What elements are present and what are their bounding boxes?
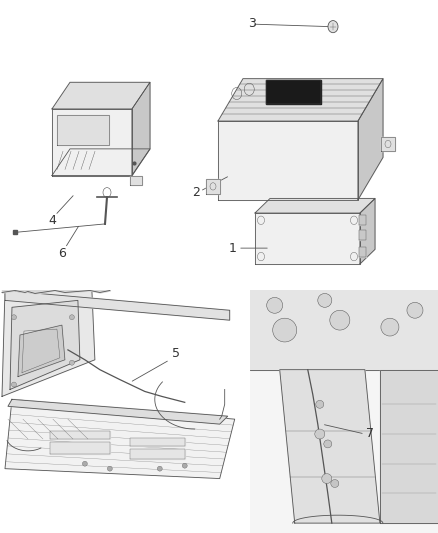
Text: 6: 6 (58, 247, 66, 260)
Text: 1: 1 (229, 242, 237, 255)
Circle shape (69, 314, 74, 320)
Polygon shape (18, 325, 65, 377)
Circle shape (182, 463, 187, 468)
Polygon shape (130, 438, 185, 446)
Circle shape (11, 382, 17, 387)
Polygon shape (52, 149, 150, 175)
Polygon shape (206, 179, 220, 193)
Polygon shape (250, 290, 438, 533)
Circle shape (273, 318, 297, 342)
Circle shape (157, 466, 162, 471)
Circle shape (381, 318, 399, 336)
Text: 3: 3 (248, 17, 256, 30)
Polygon shape (255, 198, 375, 213)
Polygon shape (57, 115, 109, 145)
Polygon shape (2, 290, 95, 397)
Polygon shape (50, 442, 110, 454)
Text: 5: 5 (172, 347, 180, 360)
Circle shape (316, 400, 324, 408)
Polygon shape (5, 399, 235, 479)
Polygon shape (5, 290, 230, 320)
Polygon shape (8, 399, 228, 424)
Polygon shape (359, 230, 366, 240)
Polygon shape (380, 370, 438, 523)
Polygon shape (52, 82, 150, 109)
Circle shape (267, 297, 283, 313)
Polygon shape (52, 109, 132, 175)
Polygon shape (50, 431, 110, 439)
Circle shape (331, 480, 339, 488)
Polygon shape (250, 290, 438, 370)
Polygon shape (359, 247, 366, 256)
Polygon shape (360, 198, 375, 264)
Circle shape (315, 429, 325, 439)
Polygon shape (265, 80, 321, 104)
Polygon shape (359, 215, 366, 225)
Text: 2: 2 (192, 186, 200, 199)
Text: 7: 7 (366, 427, 374, 440)
Polygon shape (218, 79, 383, 121)
Circle shape (107, 466, 112, 471)
Circle shape (324, 440, 332, 448)
Circle shape (328, 21, 338, 33)
Polygon shape (130, 449, 185, 459)
Circle shape (69, 360, 74, 365)
Circle shape (330, 310, 350, 330)
Polygon shape (218, 121, 358, 200)
Text: 4: 4 (48, 214, 56, 227)
Polygon shape (358, 79, 383, 200)
Circle shape (82, 461, 87, 466)
Circle shape (318, 294, 332, 308)
Polygon shape (381, 137, 395, 151)
Polygon shape (255, 213, 360, 264)
Polygon shape (130, 175, 142, 185)
Polygon shape (280, 370, 380, 523)
Circle shape (11, 314, 17, 320)
Polygon shape (132, 82, 150, 175)
Polygon shape (10, 301, 80, 390)
Circle shape (322, 474, 332, 483)
Circle shape (407, 302, 423, 318)
